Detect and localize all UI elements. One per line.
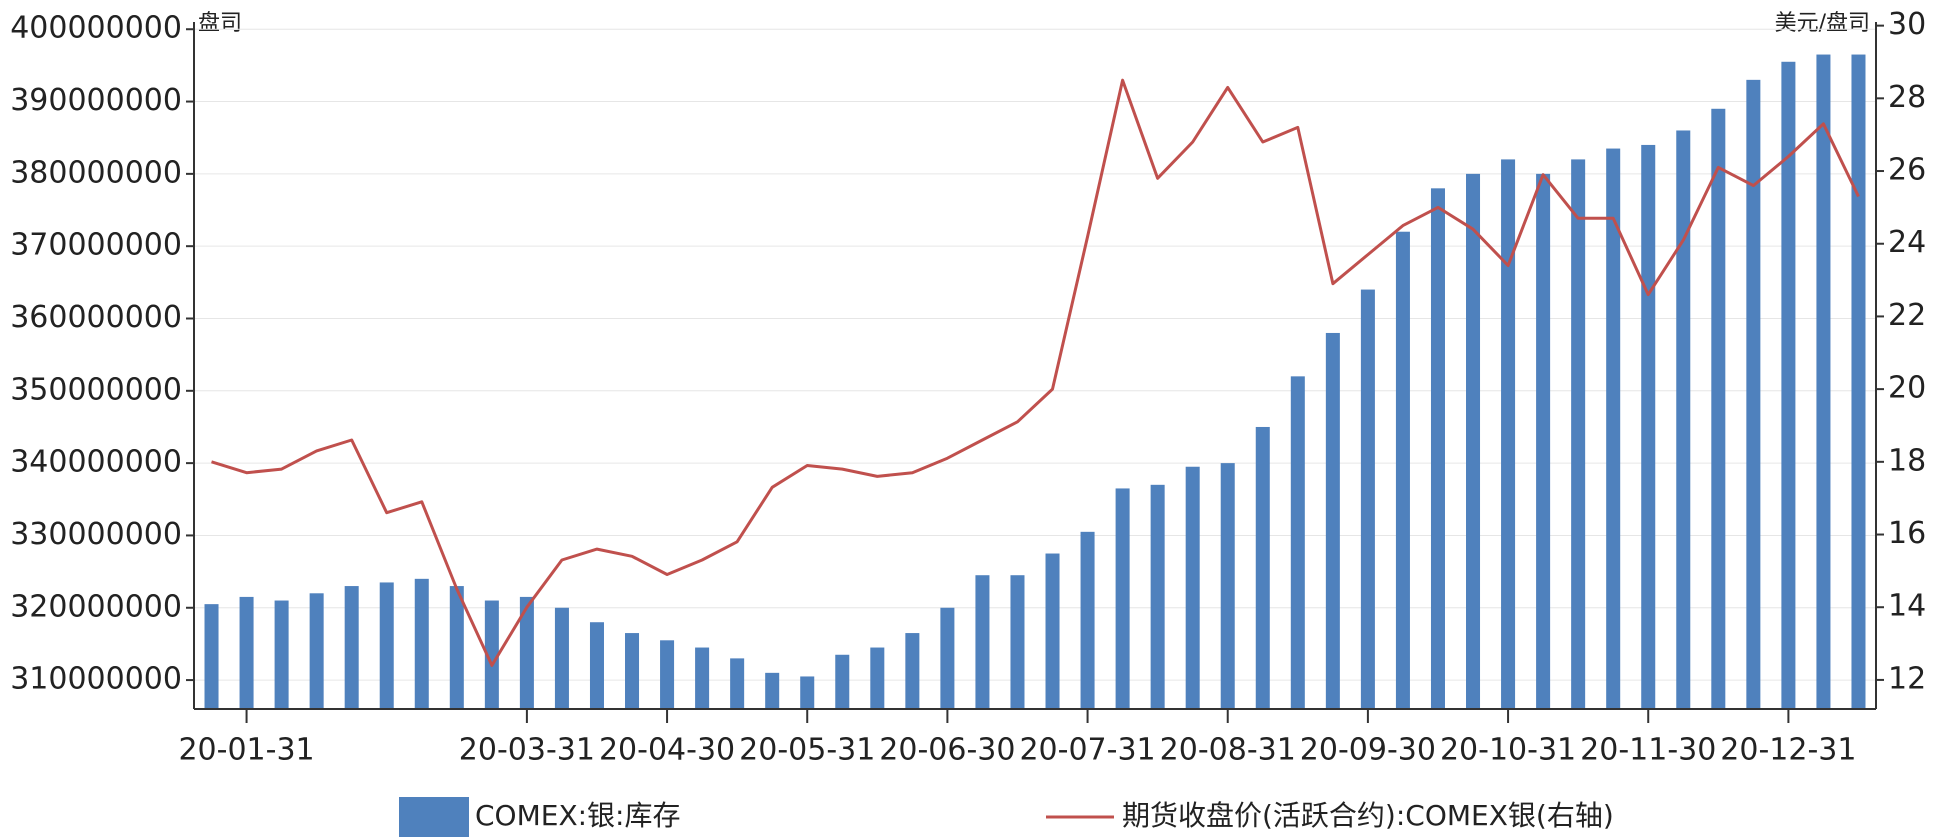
bar bbox=[1080, 531, 1095, 709]
bar bbox=[414, 578, 429, 709]
bar bbox=[589, 622, 604, 709]
bar bbox=[625, 633, 640, 709]
y2-tick-label: 12 bbox=[1888, 661, 1926, 696]
bar bbox=[1115, 488, 1130, 709]
x-tick-label: 20-01-31 bbox=[178, 733, 314, 768]
y2-tick-label: 20 bbox=[1888, 371, 1926, 406]
bar bbox=[1220, 463, 1235, 709]
bar bbox=[484, 600, 499, 709]
bar bbox=[344, 586, 359, 709]
y-tick-label: 340000000 bbox=[10, 445, 182, 480]
bar bbox=[1746, 79, 1761, 709]
y2-tick-label: 24 bbox=[1888, 225, 1926, 260]
x-tick-label: 20-04-30 bbox=[599, 733, 735, 768]
x-tick-label: 20-10-31 bbox=[1440, 733, 1576, 768]
bar bbox=[1045, 553, 1060, 709]
x-tick-label: 20-09-30 bbox=[1300, 733, 1436, 768]
y2-tick-label: 30 bbox=[1888, 7, 1926, 42]
bar bbox=[449, 586, 464, 709]
y2-tick-label: 28 bbox=[1888, 80, 1926, 115]
bar bbox=[1150, 484, 1165, 709]
bar bbox=[1641, 144, 1656, 710]
bar bbox=[1851, 54, 1866, 709]
y-tick-label: 310000000 bbox=[10, 662, 182, 697]
bar bbox=[554, 607, 569, 709]
y-tick-label: 360000000 bbox=[10, 300, 182, 335]
bar bbox=[1395, 231, 1410, 709]
x-tick-label: 20-06-30 bbox=[879, 733, 1015, 768]
y-tick-label: 320000000 bbox=[10, 589, 182, 624]
bar bbox=[1010, 575, 1025, 709]
bar bbox=[1255, 426, 1270, 709]
bar bbox=[870, 647, 885, 709]
x-tick-label: 20-05-31 bbox=[739, 733, 875, 768]
bar bbox=[975, 575, 990, 709]
price-line bbox=[211, 78, 1860, 667]
y2-tick-label: 14 bbox=[1888, 589, 1926, 624]
x-tick-label: 20-11-30 bbox=[1580, 733, 1716, 768]
y-tick-label: 330000000 bbox=[10, 517, 182, 552]
y2-tick-label: 22 bbox=[1888, 298, 1926, 333]
y2-tick-label: 18 bbox=[1888, 443, 1926, 478]
bar bbox=[1676, 130, 1691, 709]
bar bbox=[1501, 159, 1516, 709]
bar bbox=[1290, 376, 1305, 709]
bar bbox=[204, 604, 219, 709]
bar bbox=[695, 647, 710, 709]
bar bbox=[274, 600, 289, 709]
y-tick-label: 380000000 bbox=[10, 155, 182, 190]
bar bbox=[1360, 289, 1375, 709]
y-tick-label: 370000000 bbox=[10, 228, 182, 263]
bar bbox=[1325, 332, 1340, 709]
y-tick-label: 400000000 bbox=[10, 11, 182, 46]
x-tick-label: 20-07-31 bbox=[1019, 733, 1155, 768]
bar bbox=[519, 596, 534, 709]
bar bbox=[1816, 54, 1831, 709]
bar bbox=[1606, 148, 1621, 710]
bar bbox=[1430, 188, 1445, 710]
right-unit: 美元/盘司 bbox=[1775, 11, 1870, 36]
bar bbox=[1571, 159, 1586, 709]
bar bbox=[940, 607, 955, 709]
bar bbox=[239, 596, 254, 709]
bar bbox=[1711, 108, 1726, 710]
bar bbox=[1466, 173, 1481, 709]
x-tick-label: 20-03-31 bbox=[459, 733, 595, 768]
bar bbox=[379, 582, 394, 709]
y-tick-label: 390000000 bbox=[10, 83, 182, 118]
bar bbox=[765, 672, 780, 709]
y2-tick-label: 16 bbox=[1888, 516, 1926, 551]
x-tick-label: 20-08-31 bbox=[1160, 733, 1296, 768]
bar bbox=[1781, 61, 1796, 710]
bar bbox=[309, 593, 324, 709]
bar bbox=[730, 658, 745, 709]
bar bbox=[905, 633, 920, 709]
bar bbox=[835, 654, 850, 709]
left-unit: 盘司 bbox=[198, 11, 242, 36]
bar bbox=[1536, 173, 1551, 709]
legend-label: COMEX:银:库存 bbox=[475, 799, 681, 832]
bar bbox=[660, 640, 675, 709]
legend-swatch bbox=[399, 797, 469, 837]
bar bbox=[800, 676, 815, 709]
bar bbox=[1185, 466, 1200, 709]
y-tick-label: 350000000 bbox=[10, 372, 182, 407]
x-tick-label: 20-12-31 bbox=[1720, 733, 1856, 768]
legend-label: 期货收盘价(活跃合约):COMEX银(右轴) bbox=[1122, 799, 1614, 832]
y2-tick-label: 26 bbox=[1888, 153, 1926, 188]
